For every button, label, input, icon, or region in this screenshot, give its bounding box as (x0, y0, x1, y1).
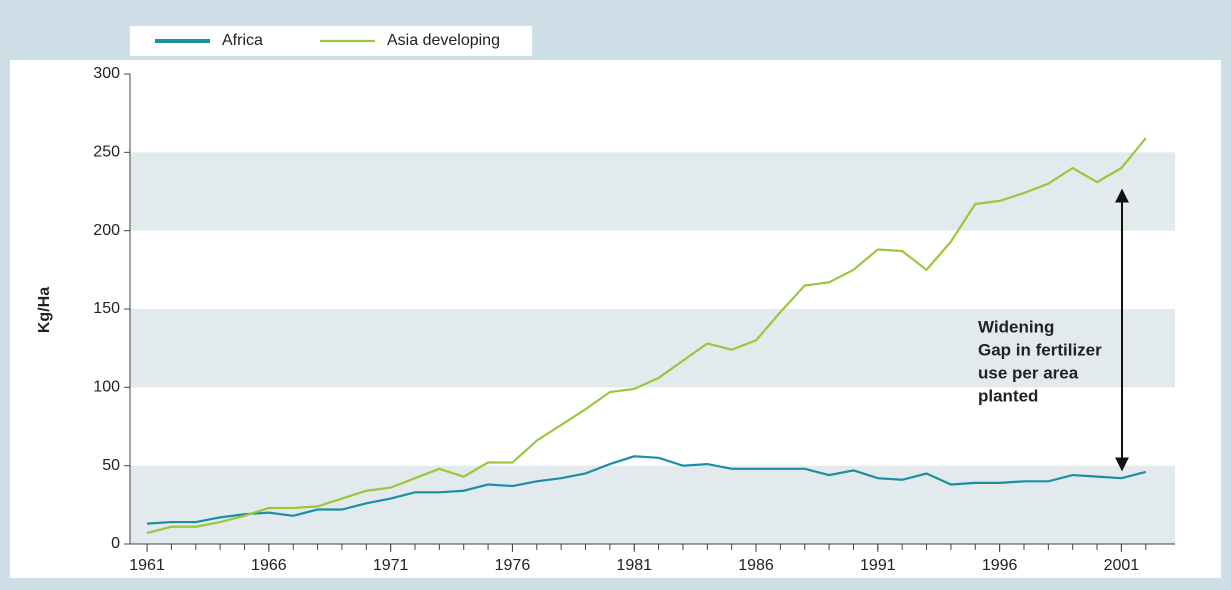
x-tick-label: 1986 (738, 557, 774, 574)
legend-label: Asia developing (387, 32, 500, 49)
band (130, 309, 1175, 388)
x-tick-label: 1971 (373, 557, 409, 574)
annotation-line: Widening (978, 317, 1054, 336)
bands (130, 152, 1175, 544)
band (130, 152, 1175, 231)
annotation-line: use per area (978, 363, 1079, 382)
y-axis-label: Kg/Ha (36, 287, 53, 333)
band (130, 465, 1175, 544)
y-tick-label: 100 (93, 379, 120, 396)
annotation-line: Gap in fertilizer (978, 340, 1102, 359)
y-tick-label: 200 (93, 222, 120, 239)
x-tick-label: 1976 (495, 557, 531, 574)
legend-label: Africa (222, 32, 263, 49)
series-line (146, 137, 1147, 535)
y-tick-label: 250 (93, 144, 120, 161)
x-tick-label: 1981 (616, 557, 652, 574)
y-tick-label: 150 (93, 300, 120, 317)
y-tick-label: 50 (102, 457, 120, 474)
x-tick-label: 2001 (1104, 557, 1140, 574)
x-tick-label: 1991 (860, 557, 896, 574)
x-tick-label: 1966 (251, 557, 287, 574)
y-tick-label: 0 (111, 535, 120, 552)
y-tick-label: 300 (93, 65, 120, 82)
x-tick-label: 1961 (129, 557, 165, 574)
series-line (146, 455, 1147, 525)
annotation: Widening Gap in fertilizer use per area pla… (978, 317, 1102, 405)
x-tick-label: 1996 (982, 557, 1018, 574)
annotation-line: planted (978, 386, 1038, 405)
